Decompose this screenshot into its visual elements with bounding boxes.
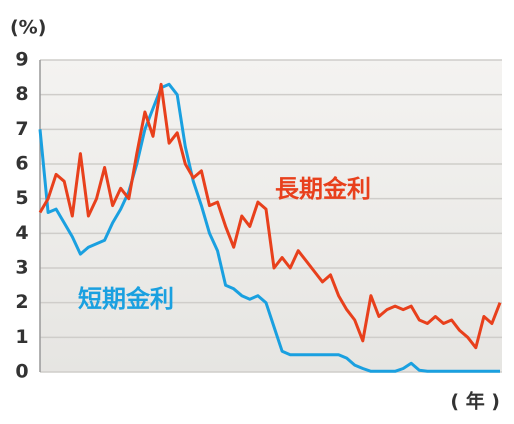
plot-area	[40, 60, 502, 372]
series-label: 短期金利	[78, 285, 174, 313]
y-axis-label: (%)	[10, 17, 46, 39]
series-line	[38, 82, 502, 350]
y-tick-label: 8	[15, 83, 28, 105]
y-tick-label: 0	[15, 361, 28, 383]
y-tick-label: 9	[15, 49, 28, 71]
y-tick-label: 1	[15, 326, 28, 348]
y-tick-label: 3	[15, 257, 28, 279]
y-tick-label: 2	[15, 291, 28, 313]
series-line	[38, 82, 500, 373]
y-tick-label: 6	[15, 153, 28, 175]
x-axis-label: ( 年 )	[450, 390, 500, 413]
y-tick-label: 4	[15, 222, 28, 244]
y-tick-label: 5	[15, 187, 28, 209]
series-label: 長期金利	[275, 175, 371, 203]
y-tick-label: 7	[15, 118, 28, 140]
